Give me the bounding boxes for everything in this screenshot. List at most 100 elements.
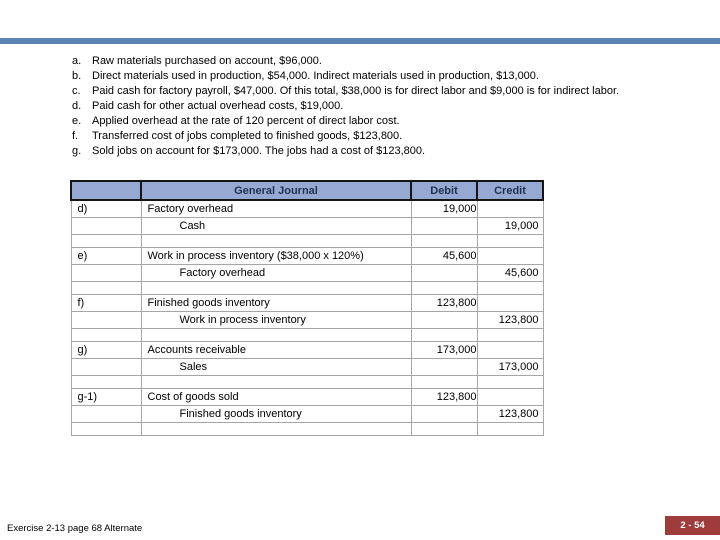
account-cell xyxy=(140,234,412,248)
table-row-blank xyxy=(70,328,544,342)
list-item: e. Applied overhead at the rate of 120 p… xyxy=(72,114,712,129)
accent-bar xyxy=(0,38,720,44)
list-item-text: Transferred cost of jobs completed to fi… xyxy=(92,130,403,142)
list-item-label: b. xyxy=(72,70,82,82)
table-row: e) Work in process inventory ($38,000 x … xyxy=(70,247,544,265)
list-item-label: a. xyxy=(72,55,82,67)
entry-label-cell xyxy=(70,375,142,389)
debit-cell: 19,000 xyxy=(410,199,478,218)
table-row-blank xyxy=(70,375,544,389)
account-cell: Factory overhead xyxy=(140,199,412,218)
list-item-label: d. xyxy=(72,100,82,112)
journal-header-row: General Journal Debit Credit xyxy=(70,180,544,201)
credit-cell: 19,000 xyxy=(476,217,544,235)
table-row-blank xyxy=(70,422,544,436)
entry-label-cell: f) xyxy=(70,294,142,312)
credit-cell: 123,800 xyxy=(476,405,544,423)
debit-cell xyxy=(410,358,478,376)
list-item: b. Direct materials used in production, … xyxy=(72,69,712,84)
entry-label-cell: d) xyxy=(70,199,142,218)
list-item: c. Paid cash for factory payroll, $47,00… xyxy=(72,84,712,99)
problem-list: a. Raw materials purchased on account, $… xyxy=(72,54,712,159)
list-item-text: Paid cash for factory payroll, $47,000. … xyxy=(92,85,620,97)
debit-cell: 45,600 xyxy=(410,247,478,265)
debit-cell xyxy=(410,281,478,295)
entry-label-cell xyxy=(70,281,142,295)
table-row-blank xyxy=(70,234,544,248)
table-row: g-1) Cost of goods sold 123,800 xyxy=(70,388,544,406)
list-item: d. Paid cash for other actual overhead c… xyxy=(72,99,712,114)
table-row: d) Factory overhead 19,000 xyxy=(70,199,544,218)
entry-label-cell xyxy=(70,422,142,436)
debit-cell xyxy=(410,422,478,436)
table-row: Factory overhead 45,600 xyxy=(70,264,544,282)
debit-cell xyxy=(410,405,478,423)
credit-cell xyxy=(476,199,544,218)
journal-header-credit: Credit xyxy=(476,180,544,201)
entry-label-cell xyxy=(70,358,142,376)
list-item: a. Raw materials purchased on account, $… xyxy=(72,54,712,69)
footer-exercise-caption: Exercise 2-13 page 68 Alternate xyxy=(7,523,143,534)
entry-label-cell xyxy=(70,311,142,329)
debit-cell: 123,800 xyxy=(410,388,478,406)
debit-cell xyxy=(410,328,478,342)
list-item-label: c. xyxy=(72,85,81,97)
account-cell: Accounts receivable xyxy=(140,341,412,359)
account-cell: Cost of goods sold xyxy=(140,388,412,406)
credit-cell xyxy=(476,294,544,312)
table-row: Sales 173,000 xyxy=(70,358,544,376)
credit-cell xyxy=(476,422,544,436)
credit-cell xyxy=(476,328,544,342)
account-cell: Factory overhead xyxy=(140,264,412,282)
journal-header-entry xyxy=(70,180,142,201)
entry-label-cell xyxy=(70,217,142,235)
list-item-text: Sold jobs on account for $173,000. The j… xyxy=(92,145,426,157)
general-journal-table: General Journal Debit Credit d) Factory … xyxy=(70,180,544,436)
account-cell: Work in process inventory xyxy=(140,311,412,329)
debit-cell: 173,000 xyxy=(410,341,478,359)
page-number-badge: 2 - 54 xyxy=(665,516,720,535)
list-item-label: g. xyxy=(72,145,82,157)
credit-cell: 123,800 xyxy=(476,311,544,329)
journal-header-title: General Journal xyxy=(140,180,412,201)
credit-cell: 173,000 xyxy=(476,358,544,376)
credit-cell xyxy=(476,388,544,406)
list-item: g. Sold jobs on account for $173,000. Th… xyxy=(72,144,712,159)
list-item: f. Transferred cost of jobs completed to… xyxy=(72,129,712,144)
credit-cell xyxy=(476,341,544,359)
entry-label-cell xyxy=(70,405,142,423)
list-item-text: Applied overhead at the rate of 120 perc… xyxy=(92,115,400,127)
table-row-blank xyxy=(70,281,544,295)
account-cell: Finished goods inventory xyxy=(140,405,412,423)
debit-cell xyxy=(410,234,478,248)
credit-cell xyxy=(476,375,544,389)
credit-cell: 45,600 xyxy=(476,264,544,282)
credit-cell xyxy=(476,281,544,295)
table-row: g) Accounts receivable 173,000 xyxy=(70,341,544,359)
list-item-text: Direct materials used in production, $54… xyxy=(92,70,539,82)
account-cell xyxy=(140,375,412,389)
account-cell: Sales xyxy=(140,358,412,376)
account-cell xyxy=(140,281,412,295)
debit-cell xyxy=(410,311,478,329)
debit-cell xyxy=(410,264,478,282)
debit-cell xyxy=(410,217,478,235)
account-cell xyxy=(140,422,412,436)
credit-cell xyxy=(476,247,544,265)
entry-label-cell xyxy=(70,264,142,282)
debit-cell: 123,800 xyxy=(410,294,478,312)
account-cell: Work in process inventory ($38,000 x 120… xyxy=(140,247,412,265)
list-item-text: Raw materials purchased on account, $96,… xyxy=(92,55,322,67)
list-item-text: Paid cash for other actual overhead cost… xyxy=(92,100,344,112)
credit-cell xyxy=(476,234,544,248)
entry-label-cell xyxy=(70,328,142,342)
account-cell: Cash xyxy=(140,217,412,235)
entry-label-cell: g) xyxy=(70,341,142,359)
account-cell xyxy=(140,328,412,342)
table-row: Finished goods inventory 123,800 xyxy=(70,405,544,423)
journal-header-debit: Debit xyxy=(410,180,478,201)
table-row: f) Finished goods inventory 123,800 xyxy=(70,294,544,312)
entry-label-cell: e) xyxy=(70,247,142,265)
entry-label-cell: g-1) xyxy=(70,388,142,406)
entry-label-cell xyxy=(70,234,142,248)
